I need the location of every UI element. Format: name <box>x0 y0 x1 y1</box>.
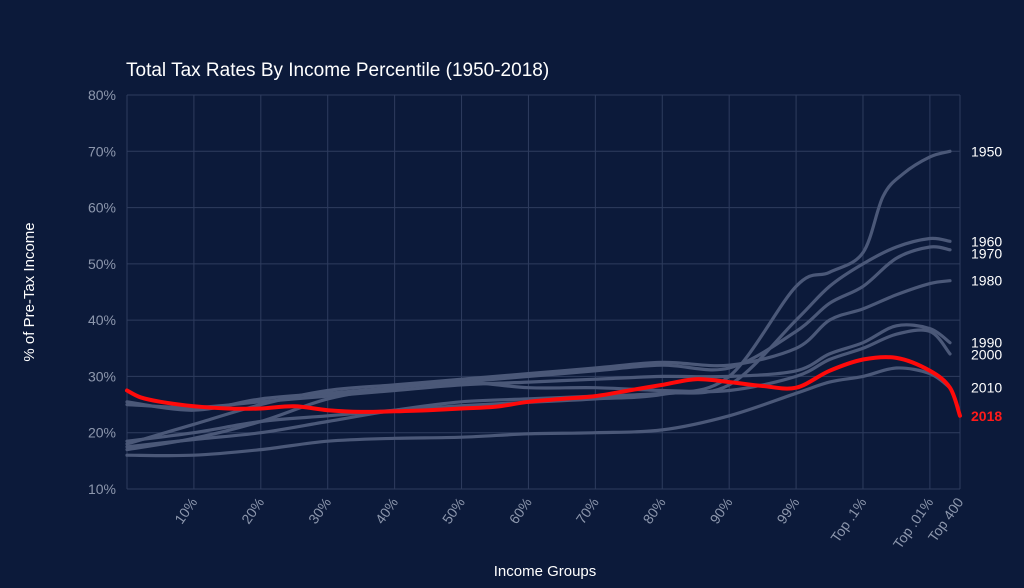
y-tick-60: 60% <box>88 200 116 216</box>
series-label-1990: 1990 <box>971 335 1002 351</box>
x-tick-20: 20% <box>238 495 267 527</box>
chart-title: Total Tax Rates By Income Percentile (19… <box>126 60 549 81</box>
series-label-2010: 2010 <box>971 380 1002 396</box>
series-label-2018: 2018 <box>971 408 1002 424</box>
y-tick-50: 50% <box>88 256 116 272</box>
x-axis-label: Income Groups <box>494 563 597 580</box>
x-tick-40: 40% <box>372 495 401 527</box>
series-line-2000 <box>125 328 952 412</box>
y-axis-label: % of Pre-Tax Income <box>21 222 38 361</box>
series-label-1960: 1960 <box>971 233 1002 249</box>
x-tick-30: 30% <box>305 495 334 527</box>
series-line-1990 <box>125 323 952 410</box>
y-tick-40: 40% <box>88 312 116 328</box>
series-label-1980: 1980 <box>971 273 1002 289</box>
series-lines <box>125 149 962 458</box>
series-line-1970 <box>125 245 952 452</box>
y-tick-70: 70% <box>88 143 116 159</box>
x-axis-ticks: 10% 20% 30% 40% 50% 60% 70% 80% 90% 99% Top .1% Top… <box>171 494 966 551</box>
x-tick-top-1: Top .1% <box>827 495 869 546</box>
series-label-1950: 1950 <box>971 143 1002 159</box>
x-tick-80: 80% <box>640 495 669 527</box>
x-tick-60: 60% <box>506 495 535 527</box>
series-label-2000: 2000 <box>971 347 1002 363</box>
y-axis-ticks: 80% 70% 60% 50% 40% 30% 20% 10% <box>88 87 116 497</box>
series-line-1960 <box>125 236 952 449</box>
series-line-2010 <box>125 366 952 458</box>
x-tick-70: 70% <box>573 495 602 527</box>
y-tick-10: 10% <box>88 481 116 497</box>
series-line-2018 <box>125 355 962 418</box>
x-tick-90: 90% <box>706 495 735 527</box>
x-tick-top-01: Top .01% <box>890 495 937 552</box>
y-tick-20: 20% <box>88 425 116 441</box>
x-tick-50: 50% <box>439 495 468 527</box>
y-tick-80: 80% <box>88 87 116 103</box>
series-line-1950 <box>125 149 952 443</box>
x-tick-10: 10% <box>171 495 200 527</box>
grid-layer <box>126 94 961 490</box>
x-tick-99: 99% <box>773 495 802 527</box>
y-tick-30: 30% <box>88 368 116 384</box>
series-label-1970: 1970 <box>971 245 1002 261</box>
